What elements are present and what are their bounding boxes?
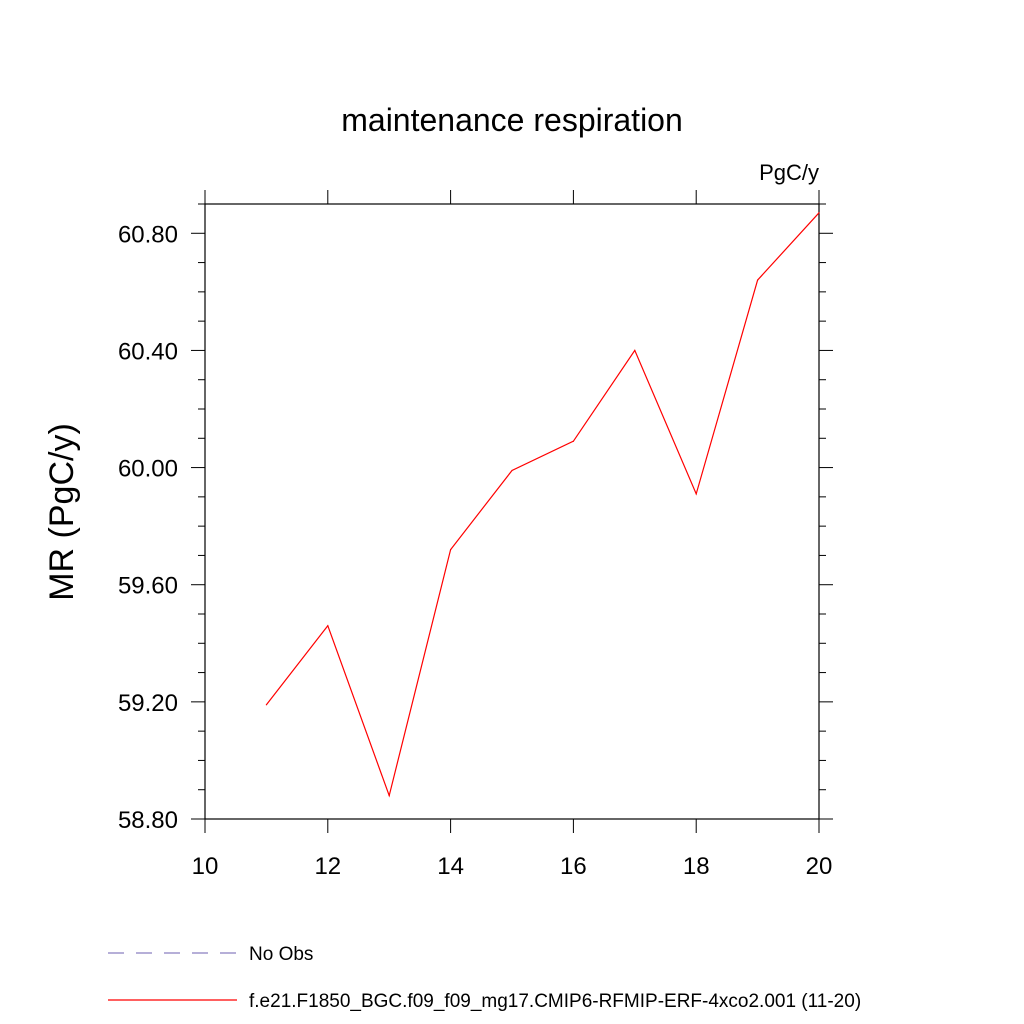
y-tick-label: 60.80 [118, 221, 178, 248]
data-point [327, 625, 329, 627]
chart-title: maintenance respiration [341, 102, 683, 138]
data-point [265, 704, 267, 706]
data-point [695, 493, 697, 495]
y-tick-label: 59.20 [118, 690, 178, 717]
x-tick-label: 14 [437, 853, 464, 880]
x-tick-label: 10 [192, 853, 219, 880]
units-label: PgC/y [759, 160, 819, 185]
legend-label: f.e21.F1850_BGC.f09_f09_mg17.CMIP6-RFMIP… [249, 991, 861, 1012]
x-tick-label: 16 [560, 853, 587, 880]
legend-label: No Obs [249, 944, 313, 965]
legend: No Obs f.e21.F1850_BGC.f09_f09_mg17.CMIP6… [108, 944, 861, 1012]
x-tick-label: 20 [806, 853, 833, 880]
data-point [450, 548, 452, 551]
data-point [511, 469, 513, 472]
y-tick-label: 58.80 [118, 807, 178, 834]
x-tick-label: 18 [683, 853, 710, 880]
plot-frame [204, 203, 820, 820]
data-point [818, 212, 820, 214]
data-point [388, 794, 390, 797]
series-layer [265, 212, 820, 798]
series-line [265, 212, 820, 798]
data-point [572, 440, 575, 442]
y-tick-label: 60.40 [118, 338, 178, 365]
data-point [757, 279, 759, 281]
y-tick-label: 60.00 [118, 456, 178, 483]
y-tick-label: 59.60 [118, 573, 178, 600]
axis-ticks: 10 12 14 16 18 20 58.80 59.20 59.60 60.00 60.40 60.… [118, 190, 833, 880]
data-point [634, 349, 636, 352]
x-tick-label: 12 [314, 853, 341, 880]
y-axis-label: MR (PgC/y) [43, 423, 81, 601]
